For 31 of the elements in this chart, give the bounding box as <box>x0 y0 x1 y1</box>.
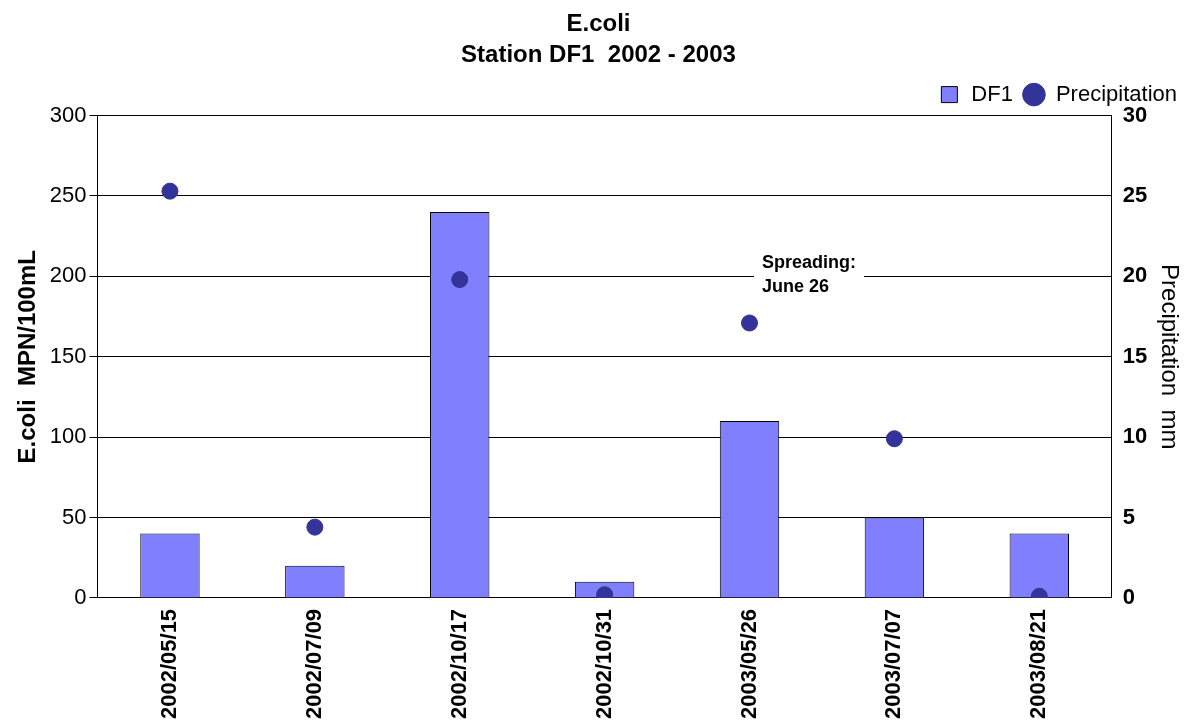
annotation: Spreading: June 26 <box>761 252 856 297</box>
y2-tick-label: 10 <box>1122 423 1148 449</box>
y-tick-label: 250 <box>49 182 87 208</box>
x-tick-label: 2002/05/15 <box>156 608 182 719</box>
y2-tick-label: 20 <box>1122 262 1148 288</box>
point <box>161 182 179 200</box>
x-tick-label: 2003/07/07 <box>880 608 906 719</box>
chart-subtitle: Station DF1 2002 - 2003 <box>461 39 736 67</box>
y-tick-label: 50 <box>62 503 87 529</box>
x-tick-label: 2002/10/17 <box>445 608 471 719</box>
point <box>451 271 469 289</box>
x-tick-label: 2002/10/31 <box>590 608 616 719</box>
y2-tick-label: 25 <box>1122 182 1148 208</box>
x-tick-label: 2002/07/09 <box>300 608 326 719</box>
legend-label: DF1 <box>971 80 1013 106</box>
point <box>741 314 759 332</box>
y-tick-label: 100 <box>49 423 87 449</box>
y2-tick-label: 15 <box>1122 342 1148 368</box>
y-tick-label: 300 <box>49 101 87 127</box>
point <box>306 518 324 536</box>
y2-tick-label: 5 <box>1122 503 1135 529</box>
y-axis-title: E.coli MPN/100mL <box>13 250 41 464</box>
x-tick-label: 2003/05/26 <box>735 608 761 719</box>
point <box>885 430 903 448</box>
y-tick-label: 0 <box>74 583 87 609</box>
x-tick-label: 2003/08/21 <box>1025 608 1051 719</box>
y2-axis-title: Precipitation mm <box>1156 264 1184 450</box>
y-tick-label: 200 <box>49 262 87 288</box>
y-tick-label: 150 <box>49 342 87 368</box>
chart-title: E.coli <box>566 9 631 37</box>
y2-tick-label: 0 <box>1122 583 1135 609</box>
